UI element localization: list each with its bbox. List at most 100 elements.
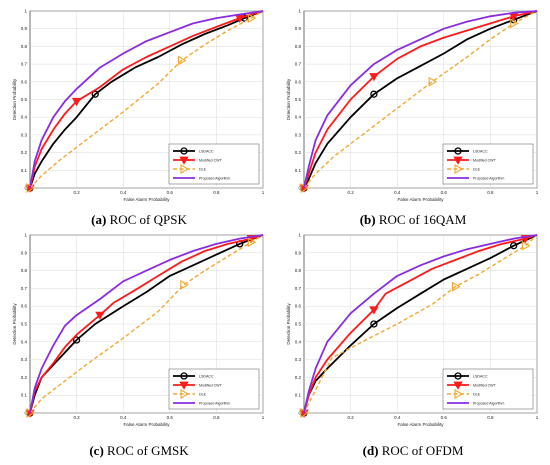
qpsk-ytick-label: 0.1 [21,168,28,173]
ofdm-legend-marker-ls-dacc [454,372,462,380]
ofdm-legend-marker-dle [454,389,464,399]
qpsk-legend-label-proposed: Proposed Algorithm [199,176,230,180]
gmsk-legend-label-ls-dacc: LSDACC [199,374,214,378]
ofdm-ytick-label: 1 [298,233,301,238]
gmsk-series-modified-cwt [29,234,264,414]
gmsk-ytick-label: 0.6 [21,304,28,309]
ofdm-legend-label-proposed: Proposed Algorithm [473,401,504,405]
ofdm-marker-ls-dacc [510,242,518,250]
caption-c: (c) ROC of GMSK [89,443,189,458]
gmsk-ytick-label: 0.3 [21,357,28,362]
16qam-xtick-label: 0.4 [394,190,401,195]
gmsk-ytick-label: 0.2 [21,375,28,380]
gmsk-marker-dle [247,237,257,248]
16qam-legend-label-modified-cwt: Modified CWT [473,158,497,162]
qpsk-series-proposed [29,10,264,189]
16qam-legend-label-ls-dacc: LSDACC [473,149,488,153]
16qam-marker-modified-cwt [369,73,379,82]
gmsk-ytick-label: 0.8 [21,268,28,273]
gmsk-xlabel: False Alarm Probability [123,422,170,427]
16qam-ytick-label: 0.4 [295,115,302,120]
ofdm-ytick-label: 0.4 [295,339,302,344]
16qam-marker-dle [510,18,519,29]
gmsk-xtick-label: 0.8 [213,415,220,420]
16qam-xtick-label: 1 [536,190,539,195]
16qam-xlabel: False Alarm Probability [397,197,444,202]
ofdm-ytick-label: 0.9 [295,250,302,255]
gmsk-legend-label-proposed: Proposed Algorithm [199,401,230,405]
ofdm-ytick-label: 0.7 [295,286,302,291]
ofdm-marker-modified-cwt [369,306,379,315]
gmsk-legend-marker-dle [180,389,190,399]
qpsk-xlabel: False Alarm Probability [123,197,170,202]
panel-16qam: 0.2 0.4 0.6 0.8 1 0 0.1 0.2 0.3 0.4 0.5 0.6 0.7 0.8 0.… [286,9,539,203]
ofdm-ytick-label: 0 [298,411,301,416]
16qam-legend-marker-modified-cwt [453,156,463,165]
ofdm-xtick-label: 0.4 [394,415,401,420]
16qam-ytick-label: 0.8 [295,44,302,49]
gmsk-ytick-label: 1 [24,233,27,238]
16qam-marker-dle [428,76,438,87]
ofdm-legend-label-modified-cwt: Modified CWT [473,383,497,387]
16qam-ylabel: Detection Probability [286,78,291,120]
ofdm-ytick-label: 0.2 [295,375,302,380]
qpsk-xtick-label: 0.8 [213,190,220,195]
16qam-ytick-label: 1 [298,9,301,14]
qpsk-ytick-label: 0.9 [21,26,28,31]
gmsk-ytick-label: 0.9 [21,250,28,255]
qpsk-marker-dle [247,13,257,24]
16qam-legend-marker-ls-dacc [454,147,462,155]
gmsk-ylabel: Detection Probability [12,303,17,345]
panel-gmsk: 0.2 0.4 0.6 0.8 1 0 0.1 0.2 0.3 0.4 0.5 0.6 0.7 0.8 0.… [12,233,265,428]
ofdm-xlabel: False Alarm Probability [397,422,444,427]
qpsk-xtick-label: 0.6 [167,190,174,195]
ofdm-legend-marker-modified-cwt [453,381,463,390]
qpsk-legend-marker-dle [180,164,190,174]
16qam-legend-label-proposed: Proposed Algorithm [473,176,504,180]
16qam-ytick-label: 0.2 [295,150,302,155]
ofdm-marker-ls-dacc [370,320,378,328]
ofdm-series-ls-dacc [303,234,538,414]
16qam-xtick-label: 0.8 [487,190,494,195]
ofdm-legend-label-dle: DLE [473,392,481,396]
gmsk-ytick-label: 0.7 [21,286,28,291]
qpsk-series-ls-dacc [29,10,264,189]
ofdm-marker-dle [451,281,461,292]
gmsk-marker-modified-cwt [95,311,105,320]
qpsk-legend-marker-modified-cwt [179,156,189,165]
qpsk-series-dle [29,10,264,189]
qpsk-ytick-label: 0.7 [21,62,28,67]
16qam-xtick-label: 0.6 [441,190,448,195]
qpsk-marker-ls-dacc [91,90,99,98]
gmsk-marker-ls-dacc [72,336,81,344]
qpsk-xtick-label: 1 [262,190,265,195]
gmsk-marker-dle [180,279,189,290]
ofdm-xtick-label: 1 [536,415,539,420]
qpsk-ylabel: Detection Probability [12,78,17,120]
ofdm-ylabel: Detection Probability [286,303,291,345]
panel-ofdm: 0.2 0.4 0.6 0.8 1 0 0.1 0.2 0.3 0.4 0.5 0.6 0.7 0.8 0.… [286,233,539,428]
16qam-ytick-label: 0.9 [295,26,302,31]
16qam-legend-marker-dle [454,164,464,174]
qpsk-xtick-label: 0.2 [73,190,80,195]
ofdm-ytick-label: 0.6 [295,304,302,309]
qpsk-legend-label-ls-dacc: LSDACC [199,149,214,153]
ofdm-series-proposed [303,234,538,414]
ofdm-series-modified-cwt [303,234,538,414]
qpsk-ytick-label: 0 [24,186,27,191]
16qam-xtick-label: 0.2 [347,190,354,195]
16qam-series-dle [303,10,538,189]
gmsk-series-dle [29,234,264,414]
gmsk-legend-label-modified-cwt: Modified CWT [199,383,223,387]
ofdm-marker-dle [521,240,531,251]
16qam-marker-ls-dacc [370,90,378,98]
gmsk-xtick-label: 0.6 [167,415,174,420]
ofdm-series-dle [303,234,538,414]
ofdm-legend-label-ls-dacc: LSDACC [473,374,488,378]
qpsk-marker-dle [177,55,187,66]
ofdm-ytick-label: 0.3 [295,357,302,362]
qpsk-legend-marker-ls-dacc [180,147,188,155]
ofdm-xtick-label: 0.2 [347,415,354,420]
16qam-ytick-label: 0.1 [295,168,302,173]
gmsk-ytick-label: 0 [24,411,27,416]
